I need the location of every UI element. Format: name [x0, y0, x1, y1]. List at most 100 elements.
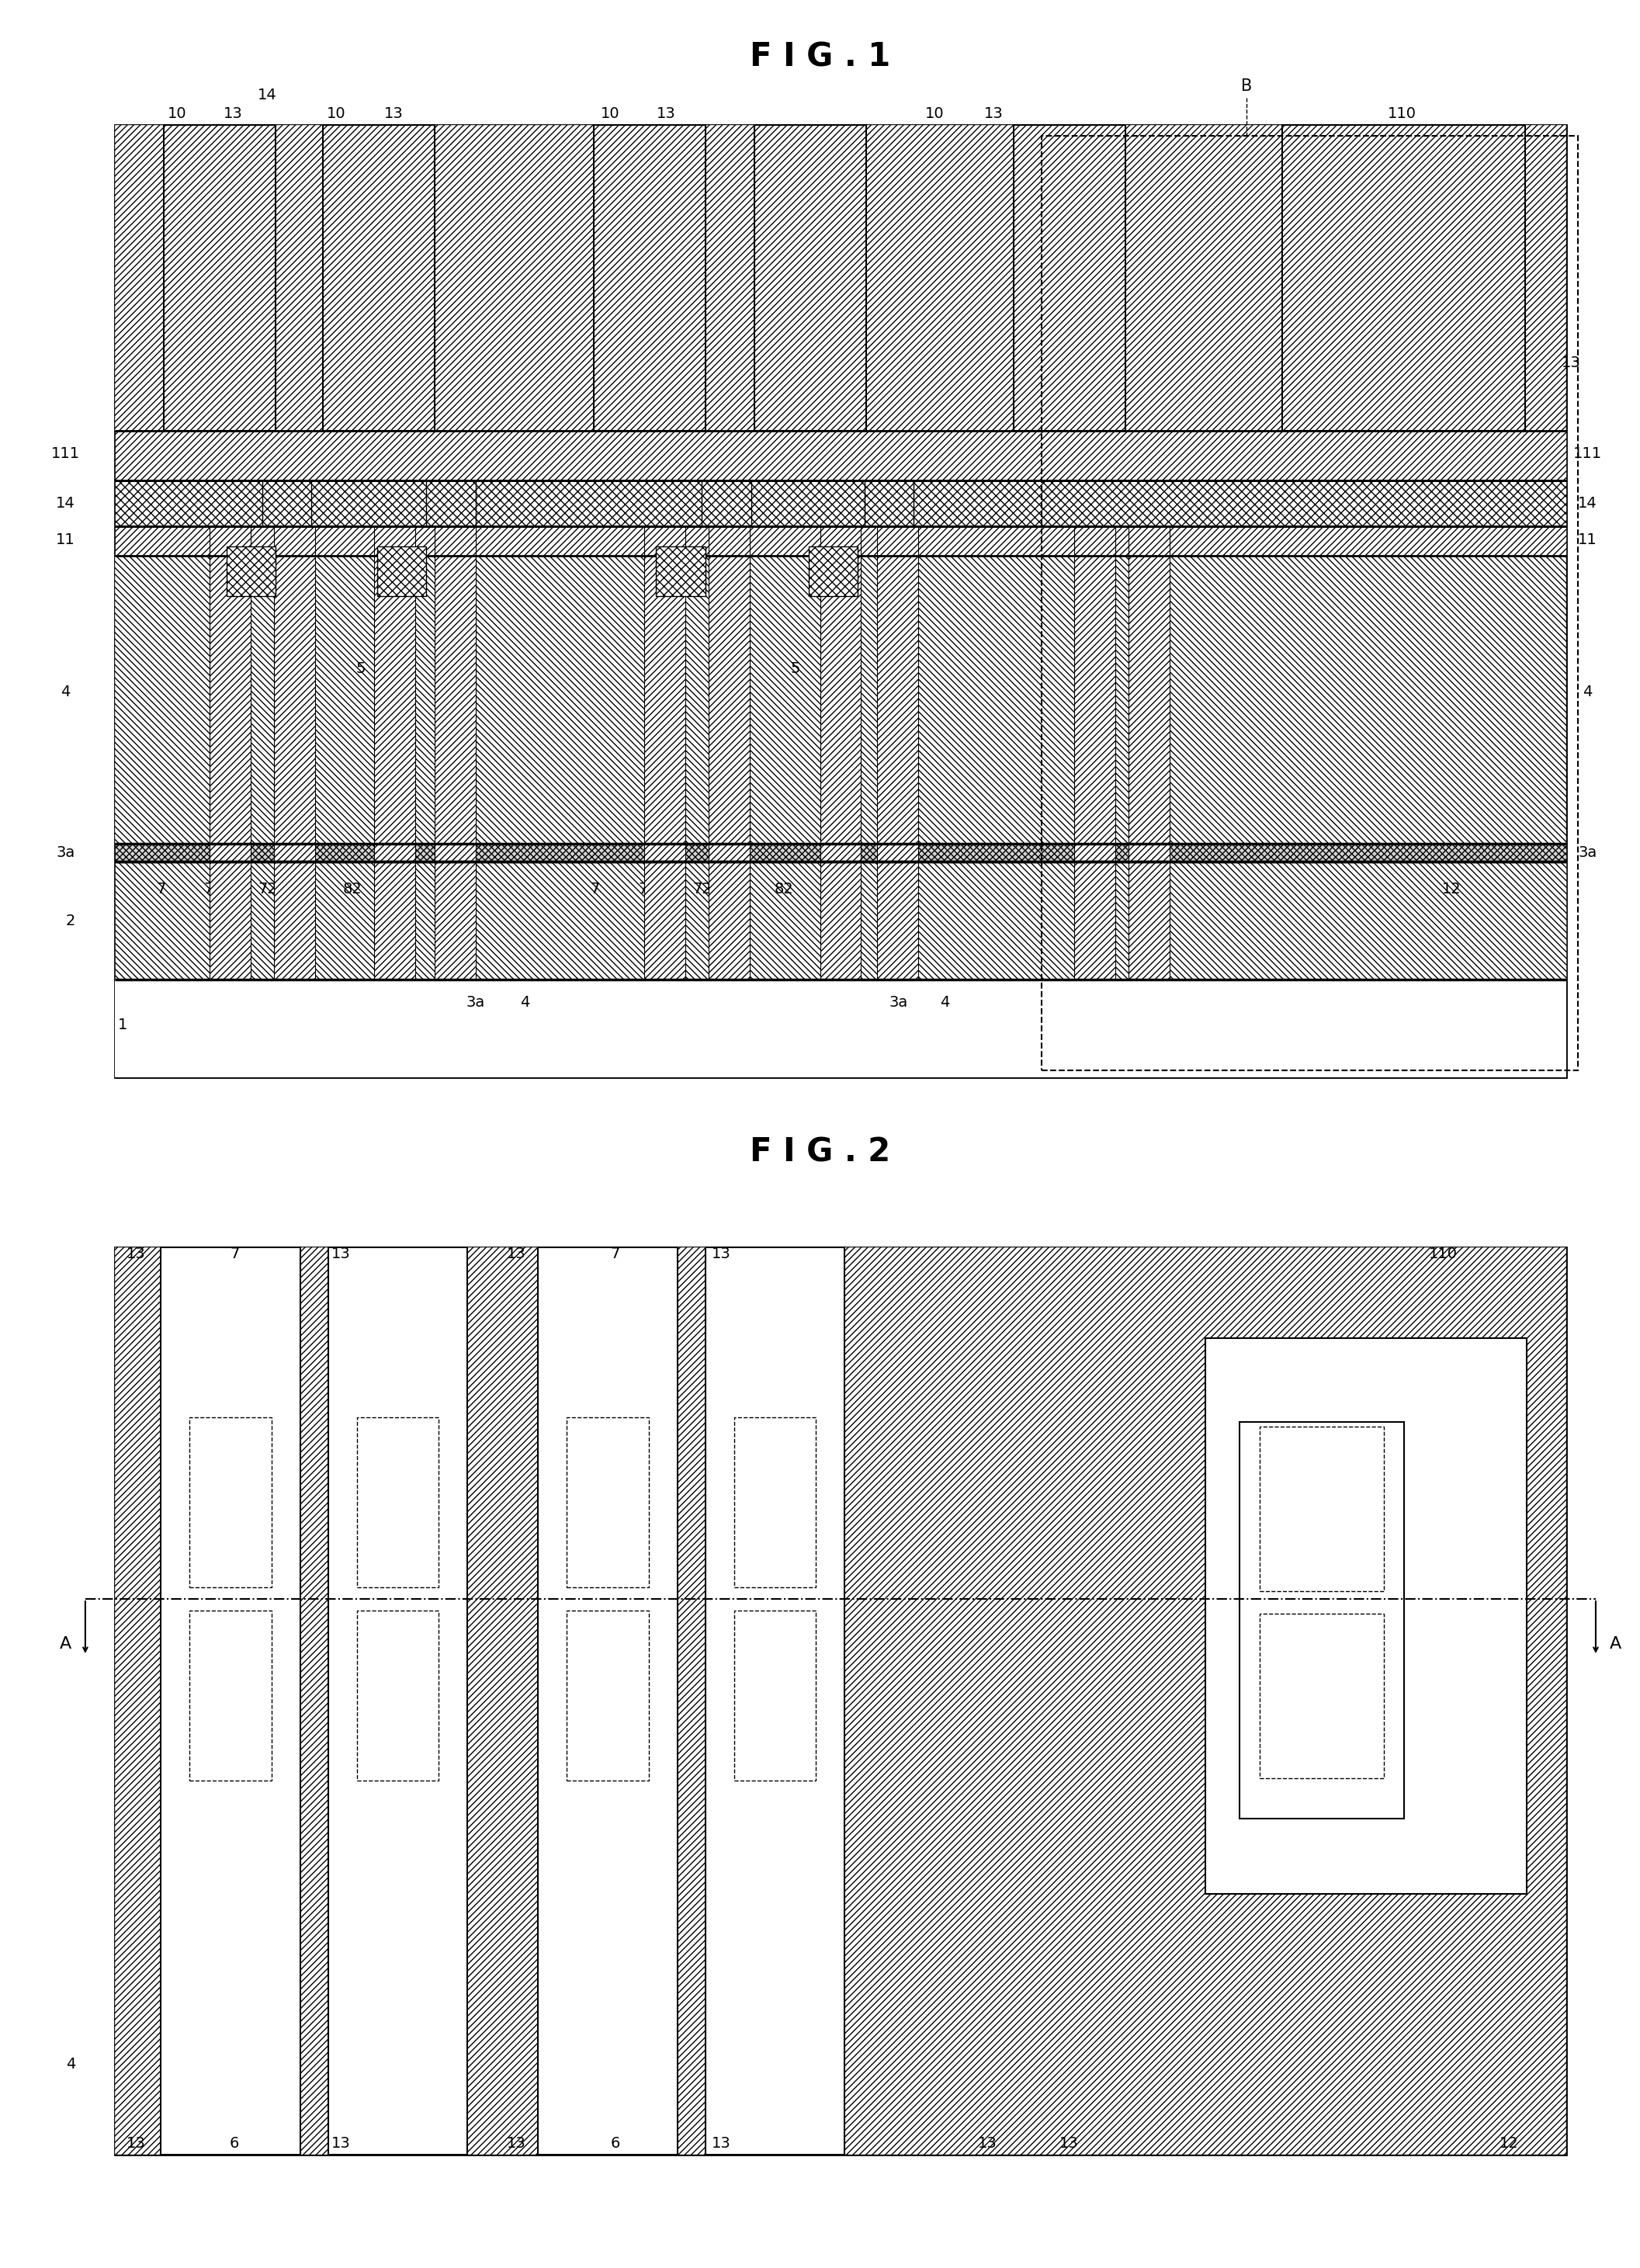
Text: 13: 13: [977, 2136, 997, 2150]
Bar: [708, 526, 749, 980]
Bar: [594, 125, 705, 431]
Bar: [226, 547, 276, 596]
Bar: [262, 481, 312, 526]
Bar: [115, 844, 1566, 862]
Text: 4: 4: [66, 2057, 75, 2071]
Bar: [1260, 1615, 1384, 1778]
Bar: [115, 125, 1566, 431]
Text: 10: 10: [925, 107, 945, 120]
Bar: [374, 526, 415, 980]
Text: 13: 13: [507, 1247, 526, 1261]
Bar: [210, 526, 251, 980]
Text: 8: 8: [881, 882, 891, 896]
Text: 7: 7: [590, 882, 600, 896]
Text: B: B: [1241, 79, 1251, 93]
Bar: [864, 481, 913, 526]
Text: 4: 4: [520, 996, 530, 1009]
Text: 13: 13: [712, 2136, 731, 2150]
Bar: [754, 125, 866, 431]
Bar: [115, 125, 1566, 1077]
Text: 14: 14: [1578, 497, 1597, 510]
Bar: [115, 862, 1566, 980]
Text: 7: 7: [156, 882, 166, 896]
Text: 14: 14: [56, 497, 75, 510]
Text: 5: 5: [790, 662, 800, 676]
Text: A: A: [59, 1637, 72, 1651]
Text: 111: 111: [1573, 447, 1602, 460]
Text: 13: 13: [712, 1247, 731, 1261]
Text: 3: 3: [298, 950, 308, 964]
Bar: [735, 1418, 817, 1588]
Bar: [567, 1418, 649, 1588]
Bar: [702, 481, 751, 526]
Bar: [809, 547, 858, 596]
Text: 6: 6: [610, 2136, 620, 2150]
Text: 13: 13: [656, 107, 676, 120]
Text: 111: 111: [51, 447, 80, 460]
Text: 71: 71: [638, 882, 658, 896]
Bar: [567, 1610, 649, 1780]
Bar: [1128, 526, 1169, 980]
Text: 14: 14: [257, 88, 277, 102]
Text: 9: 9: [282, 662, 292, 676]
Text: 13: 13: [126, 2136, 146, 2150]
Bar: [358, 1418, 438, 1588]
Text: 6: 6: [230, 2136, 239, 2150]
Bar: [164, 125, 276, 431]
Text: 9: 9: [717, 662, 727, 676]
Bar: [877, 526, 918, 980]
Text: 7: 7: [610, 1247, 620, 1261]
Text: F I G . 2: F I G . 2: [749, 1136, 891, 1168]
Text: 10: 10: [167, 107, 187, 120]
Text: 12: 12: [1442, 882, 1461, 896]
Text: 3a: 3a: [466, 996, 485, 1009]
Text: 72: 72: [257, 882, 277, 896]
Bar: [1260, 1427, 1384, 1592]
Bar: [161, 1247, 300, 2155]
Text: 3: 3: [733, 950, 743, 964]
Text: 13: 13: [984, 107, 1004, 120]
Text: 3a: 3a: [1578, 846, 1597, 860]
Text: A: A: [1609, 1637, 1622, 1651]
Text: 13: 13: [126, 1247, 146, 1261]
Bar: [115, 1247, 1566, 2155]
Bar: [323, 125, 435, 431]
Bar: [190, 1610, 272, 1780]
Text: F I G . 1: F I G . 1: [749, 41, 891, 73]
Text: 6: 6: [238, 129, 248, 143]
Text: 82: 82: [774, 882, 794, 896]
Bar: [377, 547, 426, 596]
Text: 13: 13: [1059, 2136, 1079, 2150]
Bar: [1074, 526, 1115, 980]
Bar: [538, 1247, 677, 2155]
Bar: [1014, 125, 1125, 431]
Bar: [190, 1418, 272, 1588]
Text: 13: 13: [507, 2136, 526, 2150]
Text: 71: 71: [203, 882, 223, 896]
Bar: [1041, 136, 1578, 1070]
Text: 10: 10: [600, 107, 620, 120]
Text: 13: 13: [384, 107, 403, 120]
Text: 3a: 3a: [889, 996, 909, 1009]
Bar: [705, 1247, 845, 2155]
Bar: [645, 526, 686, 980]
Bar: [656, 547, 705, 596]
Text: 11: 11: [56, 533, 75, 547]
Text: 8: 8: [451, 882, 461, 896]
Text: 4: 4: [940, 996, 950, 1009]
Bar: [115, 526, 1566, 556]
Bar: [115, 980, 1566, 1077]
Bar: [328, 1247, 467, 2155]
Text: 1: 1: [118, 1018, 128, 1032]
Bar: [274, 526, 315, 980]
Text: 72: 72: [692, 882, 712, 896]
Bar: [820, 526, 861, 980]
Text: 2: 2: [66, 914, 75, 928]
Bar: [358, 1610, 438, 1780]
Bar: [115, 481, 1566, 526]
Text: 82: 82: [343, 882, 362, 896]
Text: 11: 11: [244, 156, 264, 170]
Bar: [115, 1247, 1566, 2155]
Text: 110: 110: [1428, 1247, 1458, 1261]
Bar: [1282, 125, 1525, 431]
